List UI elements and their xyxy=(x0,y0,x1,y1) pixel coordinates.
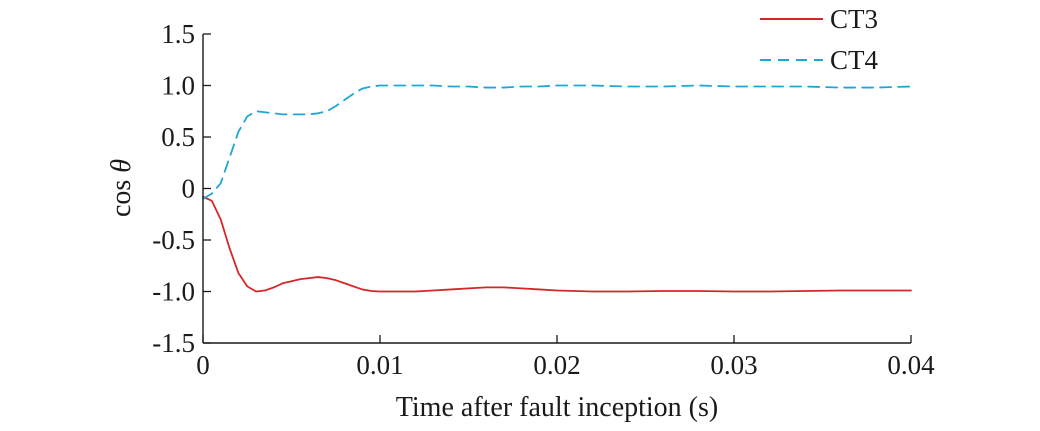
y-tick-label: -1.5 xyxy=(152,328,195,358)
x-tick-label: 0.03 xyxy=(710,350,757,380)
x-tick-label: 0.02 xyxy=(533,350,580,380)
x-tick-label: 0 xyxy=(196,350,210,380)
y-axis-title-symbol: θ xyxy=(106,159,137,173)
y-tick-label: 1.5 xyxy=(161,19,195,49)
x-axis-title: Time after fault inception (s) xyxy=(396,392,718,423)
legend-label-ct3: CT3 xyxy=(830,4,878,34)
y-axis-title-prefix: cos xyxy=(106,173,137,217)
y-tick-label: -0.5 xyxy=(152,225,195,255)
x-tick-label: 0.01 xyxy=(356,350,403,380)
y-tick-label: 0.5 xyxy=(161,122,195,152)
series-layer xyxy=(202,84,912,293)
ticks: 1.51.00.50-0.5-1.0-1.50 0.01 0.02 0.03 0.04 xyxy=(152,19,935,380)
x-tick-label: 0.04 xyxy=(887,350,935,380)
series-line-ct3 xyxy=(202,195,912,293)
axes xyxy=(202,34,911,344)
y-axis-title: cos θ xyxy=(106,159,137,217)
legend: CT3 CT4 xyxy=(760,4,879,75)
legend-item-ct3: CT3 xyxy=(760,4,878,34)
y-tick-label: -1.0 xyxy=(152,277,195,307)
y-tick-label: 0 xyxy=(182,174,196,204)
legend-label-ct4: CT4 xyxy=(830,45,879,75)
series-line-ct4 xyxy=(202,84,912,200)
legend-item-ct4: CT4 xyxy=(760,45,879,75)
y-tick-label: 1.0 xyxy=(161,71,195,101)
